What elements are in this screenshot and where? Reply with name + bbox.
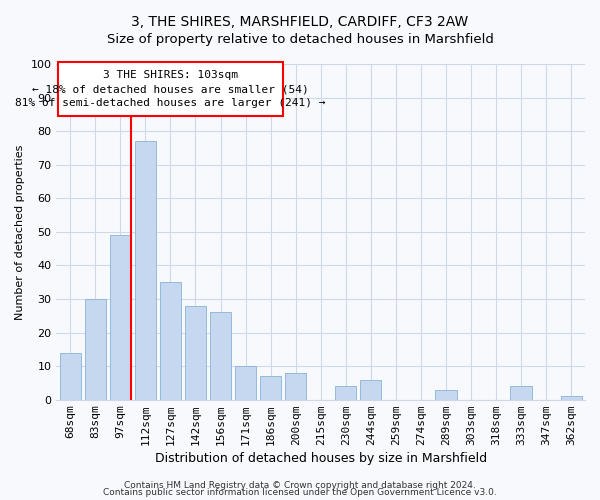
Y-axis label: Number of detached properties: Number of detached properties: [15, 144, 25, 320]
Bar: [135, 141, 156, 400]
Bar: [235, 366, 256, 400]
Bar: [360, 380, 382, 400]
Text: Contains public sector information licensed under the Open Government Licence v3: Contains public sector information licen…: [103, 488, 497, 497]
Bar: [59, 352, 81, 400]
Bar: [210, 312, 231, 400]
Text: 3, THE SHIRES, MARSHFIELD, CARDIFF, CF3 2AW: 3, THE SHIRES, MARSHFIELD, CARDIFF, CF3 …: [131, 15, 469, 29]
Text: Contains HM Land Registry data © Crown copyright and database right 2024.: Contains HM Land Registry data © Crown c…: [124, 480, 476, 490]
Bar: [110, 235, 131, 400]
Bar: [85, 299, 106, 400]
Bar: [335, 386, 356, 400]
Bar: [436, 390, 457, 400]
Bar: [260, 376, 281, 400]
Bar: [560, 396, 582, 400]
X-axis label: Distribution of detached houses by size in Marshfield: Distribution of detached houses by size …: [155, 452, 487, 465]
Bar: [185, 306, 206, 400]
Bar: [160, 282, 181, 400]
Bar: [285, 373, 307, 400]
Text: 3 THE SHIRES: 103sqm
← 18% of detached houses are smaller (54)
81% of semi-detac: 3 THE SHIRES: 103sqm ← 18% of detached h…: [15, 70, 326, 108]
Text: Size of property relative to detached houses in Marshfield: Size of property relative to detached ho…: [107, 32, 493, 46]
Bar: [511, 386, 532, 400]
